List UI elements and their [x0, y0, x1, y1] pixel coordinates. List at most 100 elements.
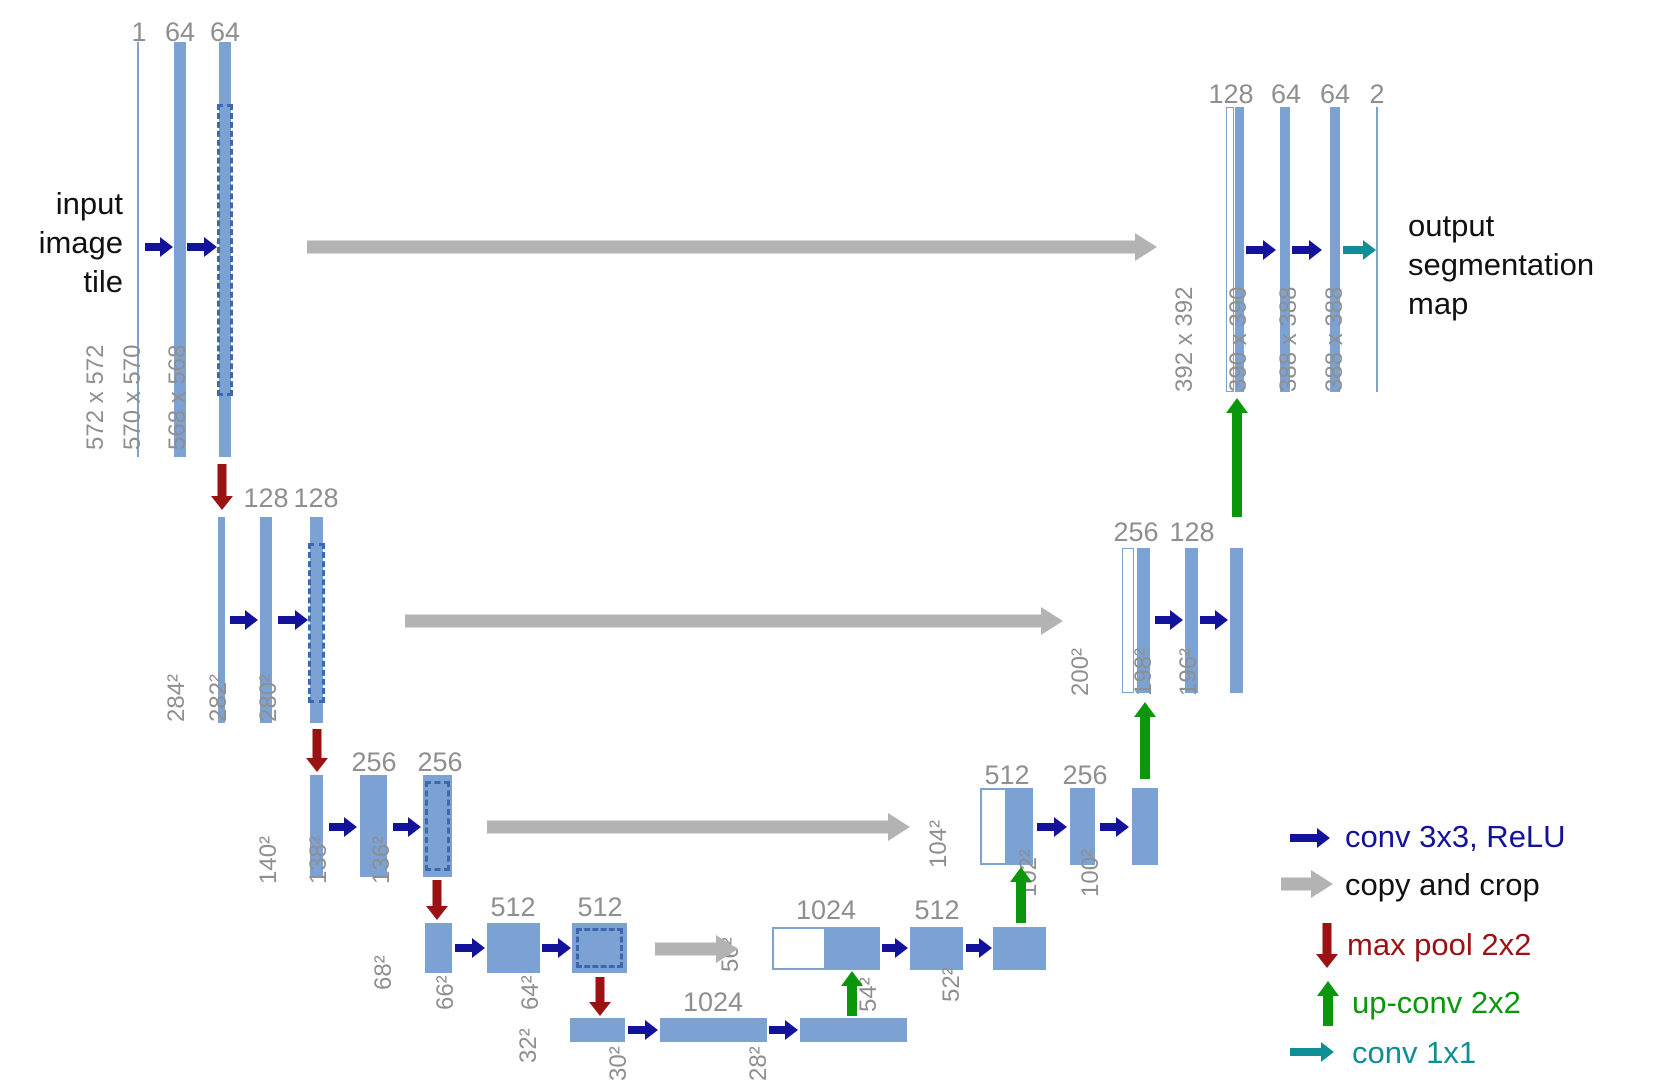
upconv-arrow: [841, 971, 863, 1016]
copy-crop-arrow: [307, 233, 1157, 261]
conv3x3-arrow: [1037, 817, 1067, 837]
conv3x3-arrow: [187, 237, 217, 257]
channel-count-label: 64: [1270, 79, 1302, 109]
channel-count-label: 64: [164, 17, 196, 47]
conv3x3-arrow: [145, 237, 173, 257]
upconv-feature-map: [1137, 548, 1150, 693]
feature-map-bar: [1070, 788, 1095, 865]
conv3x3-arrow: [1100, 817, 1129, 837]
channel-count-label: 256: [1113, 517, 1159, 547]
output-map-bar: [1376, 107, 1378, 392]
size-label: 198²: [1130, 647, 1157, 696]
conv3x3-arrow: [278, 610, 308, 630]
feature-map-bar: [310, 517, 323, 723]
feature-map-bar: [487, 923, 540, 973]
size-label: 570 x 570: [119, 344, 146, 450]
legend-conv3x3-label: conv 3x3, ReLU: [1345, 819, 1566, 854]
feature-map-bar: [572, 923, 627, 973]
legend-upconv-label: up-conv 2x2: [1352, 985, 1521, 1020]
feature-map-bar: [1185, 548, 1198, 693]
size-label: 138²: [305, 835, 332, 884]
conv3x3-arrow: [230, 610, 258, 630]
copied-region-overlay: [576, 928, 623, 968]
feature-map-bar: [137, 42, 139, 457]
channel-count-label: 1: [131, 17, 147, 47]
conv3x3-arrow: [966, 938, 992, 958]
size-label: 28²: [745, 1046, 772, 1081]
conv3x3-arrow: [329, 817, 357, 837]
conv3x3-arrow: [769, 1020, 798, 1040]
channel-count-label: 512: [914, 895, 960, 925]
channel-count-label: 512: [490, 892, 536, 922]
feature-map-bar: [1230, 548, 1243, 693]
upconv-arrow: [1226, 398, 1248, 517]
maxpool-arrow: [589, 977, 611, 1016]
legend-copy-crop-arrow-icon: [1281, 871, 1333, 897]
size-label: 388 x 388: [1275, 286, 1302, 392]
size-label: 196²: [1175, 647, 1202, 696]
output-segmentation-map-label: output segmentation map: [1408, 206, 1594, 323]
size-label: 64²: [517, 975, 544, 1010]
input-label-line: tile: [83, 264, 123, 299]
conv3x3-arrow: [1246, 240, 1276, 260]
size-label: 388 x 388: [1321, 286, 1348, 392]
size-label: 392 x 392: [1171, 286, 1198, 392]
legend-maxpool-label: max pool 2x2: [1347, 927, 1532, 962]
channel-count-label: 256: [351, 747, 397, 777]
feature-map-bar: [570, 1018, 625, 1042]
size-label: 104²: [925, 819, 952, 868]
maxpool-arrow: [426, 880, 448, 920]
feature-map-bar: [174, 42, 186, 457]
feature-map-bar: [218, 517, 225, 723]
conv3x3-arrow: [1292, 240, 1322, 260]
legend-maxpool-arrow-icon: [1316, 923, 1338, 968]
legend-copy-crop-label: copy and crop: [1345, 867, 1540, 902]
maxpool-arrow: [306, 729, 328, 772]
legend-conv1x1-arrow-icon: [1290, 1042, 1334, 1062]
copied-feature-map: [772, 927, 826, 970]
feature-map-bar: [660, 1018, 767, 1042]
upconv-feature-map: [826, 927, 880, 970]
channel-count-label: 128: [1208, 79, 1254, 109]
feature-map-bar: [910, 927, 963, 970]
copied-feature-map: [1122, 548, 1134, 693]
copy-crop-arrow: [655, 935, 738, 963]
feature-map-bar: [1132, 788, 1158, 865]
upconv-arrow: [1134, 702, 1156, 779]
copied-feature-map: [980, 788, 1007, 865]
channel-count-label: 512: [984, 760, 1030, 790]
channel-count-label: 128: [1169, 517, 1215, 547]
legend-upconv-arrow-icon: [1317, 981, 1339, 1026]
conv3x3-arrow: [393, 817, 421, 837]
size-label: 572 x 572: [82, 344, 109, 450]
conv3x3-arrow: [542, 938, 571, 958]
channel-count-label: 128: [243, 483, 289, 513]
channel-count-label: 256: [417, 747, 463, 777]
legend-conv1x1-label: conv 1x1: [1352, 1035, 1477, 1070]
input-image-tile-label: input image tile: [15, 184, 123, 301]
feature-map-bar: [425, 923, 452, 973]
copied-region-overlay: [217, 104, 233, 396]
feature-map-bar: [219, 42, 231, 457]
channel-count-label: 1024: [682, 987, 744, 1017]
feature-map-bar: [1280, 107, 1290, 392]
size-label: 568 x 568: [164, 344, 191, 450]
upconv-feature-map: [1007, 788, 1033, 865]
channel-count-label: 512: [577, 892, 623, 922]
feature-map-bar: [310, 775, 323, 877]
channel-count-label: 128: [293, 483, 339, 513]
conv3x3-arrow: [455, 938, 485, 958]
copied-region-overlay: [425, 781, 450, 871]
size-label: 32²: [515, 1028, 542, 1063]
upconv-feature-map: [1235, 107, 1244, 392]
legend-conv3x3-arrow-icon: [1290, 828, 1330, 848]
size-label: 68²: [370, 955, 397, 990]
output-label-line: output: [1408, 208, 1495, 243]
copy-crop-arrow: [405, 607, 1063, 635]
size-label: 284²: [163, 673, 190, 722]
copied-feature-map: [1226, 107, 1234, 392]
upconv-arrow: [1010, 867, 1032, 923]
copy-crop-arrow: [487, 813, 910, 841]
size-label: 200²: [1067, 647, 1094, 696]
conv3x3-arrow: [882, 938, 908, 958]
